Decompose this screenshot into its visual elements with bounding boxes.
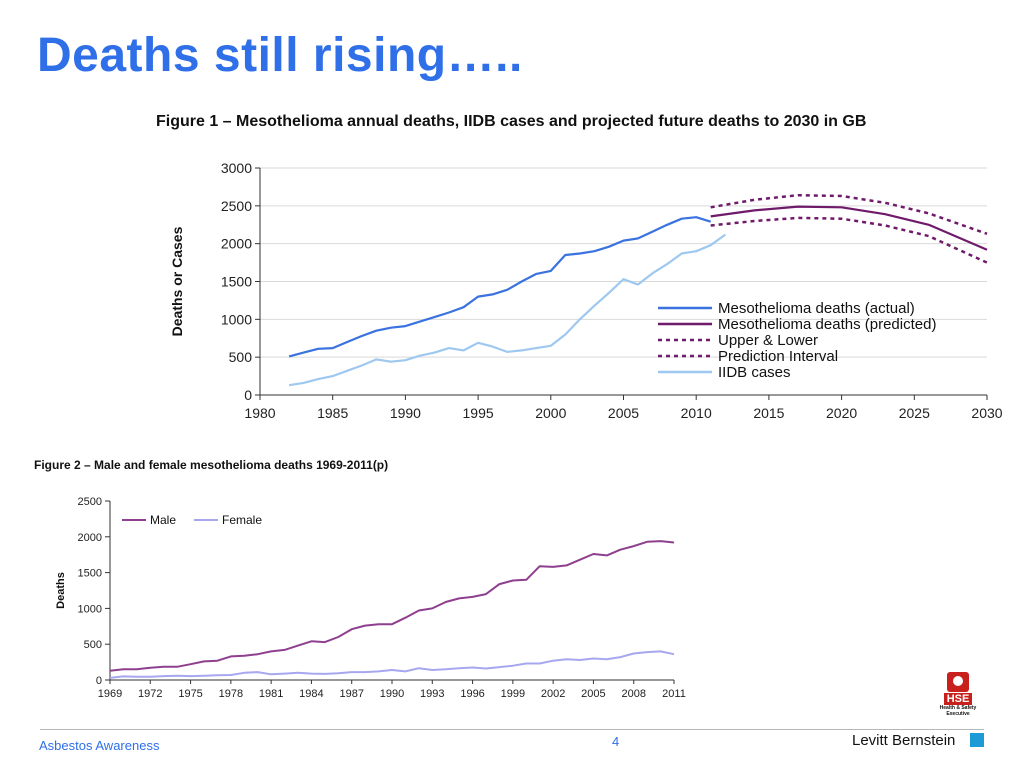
figure1-series-line-0: [288, 216, 712, 358]
figure1-title: Figure 1 – Mesothelioma annual deaths, I…: [156, 113, 867, 130]
figure1-y-tick-label: 0: [244, 387, 252, 403]
figure2-x-tick-label: 1972: [138, 688, 162, 700]
figure2-x-tick-label: 1984: [299, 688, 323, 700]
footer-divider: [40, 729, 984, 730]
figure1-x-tick-label: 1990: [390, 405, 421, 421]
figure2-y-tick-label: 1500: [78, 568, 102, 580]
figure2-x-tick-label: 2008: [621, 688, 645, 700]
figure1-y-axis-label: Deaths or Cases: [169, 226, 185, 336]
figure1-legend-label: IIDB cases: [718, 364, 791, 381]
figure1-series-line-2: [710, 193, 988, 235]
hse-logo-line-1: Health & Safety: [939, 705, 977, 711]
figure2-x-tick-label: 1987: [339, 688, 363, 700]
figure1-y-tick-label: 2500: [221, 198, 252, 214]
figure2-x-tick-label: 1981: [259, 688, 283, 700]
slide-title: Deaths still rising…..: [37, 29, 523, 82]
figure2-x-tick-label: 2002: [541, 688, 565, 700]
figure2-x-tick-label: 1990: [380, 688, 404, 700]
figure2-y-tick-label: 500: [84, 639, 102, 651]
figure2-y-tick-label: 2000: [78, 532, 102, 544]
figure1-series-line-4: [288, 233, 726, 387]
figure1-x-tick-label: 2025: [899, 405, 930, 421]
page-number: 4: [612, 734, 620, 749]
figure2-x-tick-label: 2005: [581, 688, 605, 700]
figure1-y-tick-label: 3000: [221, 160, 252, 176]
figure1-x-tick-label: 2015: [753, 405, 784, 421]
figure2-series-line-1: [109, 650, 675, 679]
hse-logo-icon: HSE Health & Safety Executive: [936, 672, 980, 722]
figure2-y-tick-label: 1000: [78, 603, 102, 615]
figure1-legend-label: Prediction Interval: [718, 348, 838, 365]
figure1-x-tick-label: 2010: [681, 405, 712, 421]
figure2-x-tick-label: 1999: [501, 688, 525, 700]
figure1-x-tick-label: 1985: [317, 405, 348, 421]
figure1-legend-label: Upper & Lower: [718, 332, 818, 349]
hse-logo-word: HSE: [944, 693, 972, 705]
brand-square-icon: [970, 733, 984, 747]
figure2-title: Figure 2 – Male and female mesothelioma …: [34, 458, 389, 472]
figure2-chart: 0 500 1000 1500 2000 2500 1969 1972 1975 1978 1981…: [55, 496, 686, 700]
figure1-x-tick-label: 2005: [608, 405, 639, 421]
figure1-x-tick-label: 2000: [535, 405, 566, 421]
figure1-y-tick-label: 1000: [221, 311, 252, 327]
figure1-legend-label: Mesothelioma deaths (actual): [718, 300, 915, 317]
figure2-x-tick-label: 1969: [98, 688, 122, 700]
figure2-series-line-0: [109, 540, 675, 672]
figure1-x-tick-label: 2030: [971, 405, 1002, 421]
figure1-y-tick-label: 1500: [221, 274, 252, 290]
figure1-x-tick-label: 1995: [463, 405, 494, 421]
hse-emblem-icon: [947, 672, 969, 692]
figure2-y-tick-label: 2500: [78, 496, 102, 508]
figure2-y-tick-label: 0: [96, 675, 102, 687]
figure1-series-line-3: [710, 216, 988, 264]
figure2-x-tick-label: 1975: [178, 688, 202, 700]
figure1-legend-label: Mesothelioma deaths (predicted): [718, 316, 936, 333]
figure2-legend-label: Male: [150, 513, 176, 527]
brand-name: Levitt Bernstein: [852, 732, 956, 749]
footer-caption: Asbestos Awareness: [39, 738, 160, 753]
figure1-x-tick-label: 1980: [244, 405, 275, 421]
figure1-y-tick-label: 2000: [221, 236, 252, 252]
figure1-series-line-1: [710, 205, 988, 251]
figure2-legend-label: Female: [222, 513, 262, 527]
figure1-chart: 0 500 1000 1500 2000 2500 3000 1980 1985 1990 1995…: [169, 160, 1003, 421]
hse-logo-line-2: Executive: [946, 711, 970, 717]
figure2-x-tick-label: 1993: [420, 688, 444, 700]
figure1-x-tick-label: 2020: [826, 405, 857, 421]
figure2-x-tick-label: 1978: [219, 688, 243, 700]
figure2-y-axis-label: Deaths: [55, 572, 67, 609]
figure1-y-tick-label: 500: [229, 349, 253, 365]
figure2-x-tick-label: 2011: [662, 688, 686, 700]
figure2-x-tick-label: 1996: [460, 688, 484, 700]
